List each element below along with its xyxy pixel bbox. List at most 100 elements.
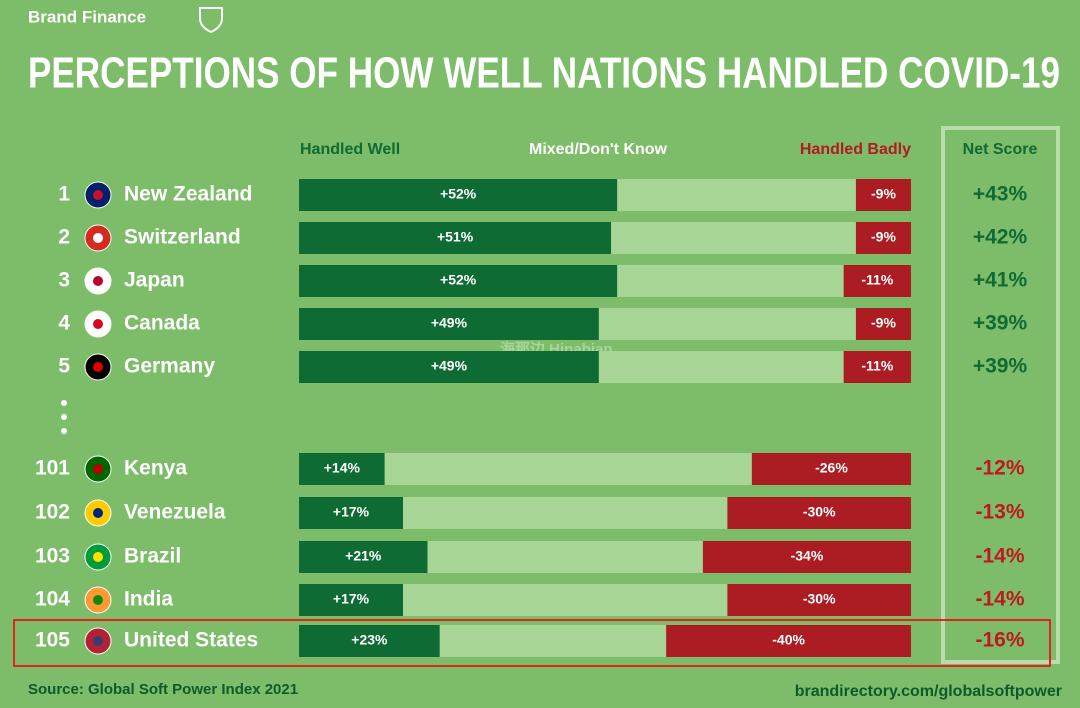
url: brandirectory.com/globalsoftpower (795, 683, 1062, 700)
value-label: -40% (772, 632, 805, 648)
value-label: +23% (351, 632, 388, 648)
bar-segment (299, 351, 599, 383)
value-label: +17% (333, 591, 370, 607)
net-score: +42% (973, 226, 1028, 249)
value-label: -9% (871, 229, 896, 245)
value-label: +49% (431, 315, 468, 331)
net-score: -14% (975, 588, 1024, 611)
rank: 2 (58, 226, 70, 249)
value-label: +14% (324, 460, 361, 476)
brand-logo (199, 7, 223, 34)
value-label: -26% (815, 460, 848, 476)
bar-segment (855, 222, 911, 254)
dot (61, 414, 67, 420)
value-label: +21% (345, 548, 382, 564)
bar-segment (855, 179, 911, 211)
net-score-frame (941, 126, 1060, 664)
bar-segment (299, 179, 618, 211)
rank: 102 (35, 501, 70, 524)
bar-segment (617, 179, 856, 211)
bar-segment (439, 625, 667, 657)
value-label: -11% (861, 358, 893, 374)
country-name: Canada (124, 312, 200, 335)
flag-detail (93, 508, 103, 518)
dot (61, 428, 67, 434)
bar-segment (727, 497, 911, 529)
country-name: Germany (124, 355, 215, 378)
bar-segment (299, 541, 428, 573)
bar-segment (727, 584, 911, 616)
rank: 3 (58, 269, 70, 292)
net-score: +39% (973, 312, 1028, 335)
country-name: Venezuela (124, 501, 226, 524)
bar-segment (299, 308, 599, 340)
net-score: -14% (975, 545, 1024, 568)
dot (61, 400, 67, 406)
value-label: -30% (803, 591, 836, 607)
flag-detail (93, 190, 103, 200)
net-score: -16% (975, 629, 1024, 652)
bar-segment (611, 222, 856, 254)
bar-segment (598, 351, 844, 383)
bar-segment (299, 497, 404, 529)
rank: 101 (35, 457, 70, 480)
bar-segment (299, 222, 612, 254)
flag-detail (93, 233, 103, 243)
bar-segment (617, 265, 844, 297)
rank: 5 (58, 355, 70, 378)
bar-segment (384, 453, 752, 485)
country-name: Switzerland (124, 226, 241, 249)
flag-detail (93, 464, 103, 474)
bar-segment (702, 541, 911, 573)
bar-segment (843, 265, 911, 297)
value-label: -30% (803, 504, 836, 520)
rank: 105 (35, 629, 70, 652)
flag-detail (93, 595, 103, 605)
flag-detail (93, 552, 103, 562)
bar-segment (855, 308, 911, 340)
value-label: +17% (333, 504, 370, 520)
bar-segment (299, 265, 618, 297)
country-name: India (124, 588, 173, 611)
country-name: Kenya (124, 457, 187, 480)
bar-segment (843, 351, 911, 383)
rank: 104 (35, 588, 70, 611)
country-name: New Zealand (124, 183, 252, 206)
country-name: Brazil (124, 545, 181, 568)
legend-label: Handled Well (300, 141, 400, 158)
net-score: -12% (975, 457, 1024, 480)
net-score: -13% (975, 501, 1024, 524)
value-label: +49% (431, 358, 468, 374)
flag-detail (93, 276, 103, 286)
value-label: +52% (440, 186, 477, 202)
country-name: United States (124, 629, 258, 652)
bar-segment (666, 625, 911, 657)
net-score-header: Net Score (963, 141, 1038, 158)
highlight-box (13, 619, 1051, 667)
value-label: -34% (791, 548, 824, 564)
bar-segment (598, 308, 856, 340)
value-label: +52% (440, 272, 477, 288)
legend-label: Handled Badly (800, 141, 911, 158)
net-score: +39% (973, 355, 1028, 378)
legend-label: Mixed/Don't Know (529, 141, 668, 158)
bar-segment (751, 453, 911, 485)
chart-title: PERCEPTIONS OF HOW WELL NATIONS HANDLED … (28, 49, 1060, 98)
flag-detail (93, 362, 103, 372)
bar-segment (403, 497, 728, 529)
source: Source: Global Soft Power Index 2021 (28, 681, 298, 698)
bar-segment (427, 541, 703, 573)
flag-detail (93, 319, 103, 329)
rank: 1 (58, 183, 70, 206)
bar-segment (403, 584, 728, 616)
value-label: -9% (871, 315, 896, 331)
value-label: +51% (437, 229, 474, 245)
country-name: Japan (124, 269, 185, 292)
bar-segment (299, 625, 440, 657)
rank: 4 (58, 312, 70, 335)
bar-segment (299, 584, 404, 616)
ellipsis (61, 400, 67, 434)
flag-detail (93, 636, 103, 646)
value-label: -11% (861, 272, 893, 288)
